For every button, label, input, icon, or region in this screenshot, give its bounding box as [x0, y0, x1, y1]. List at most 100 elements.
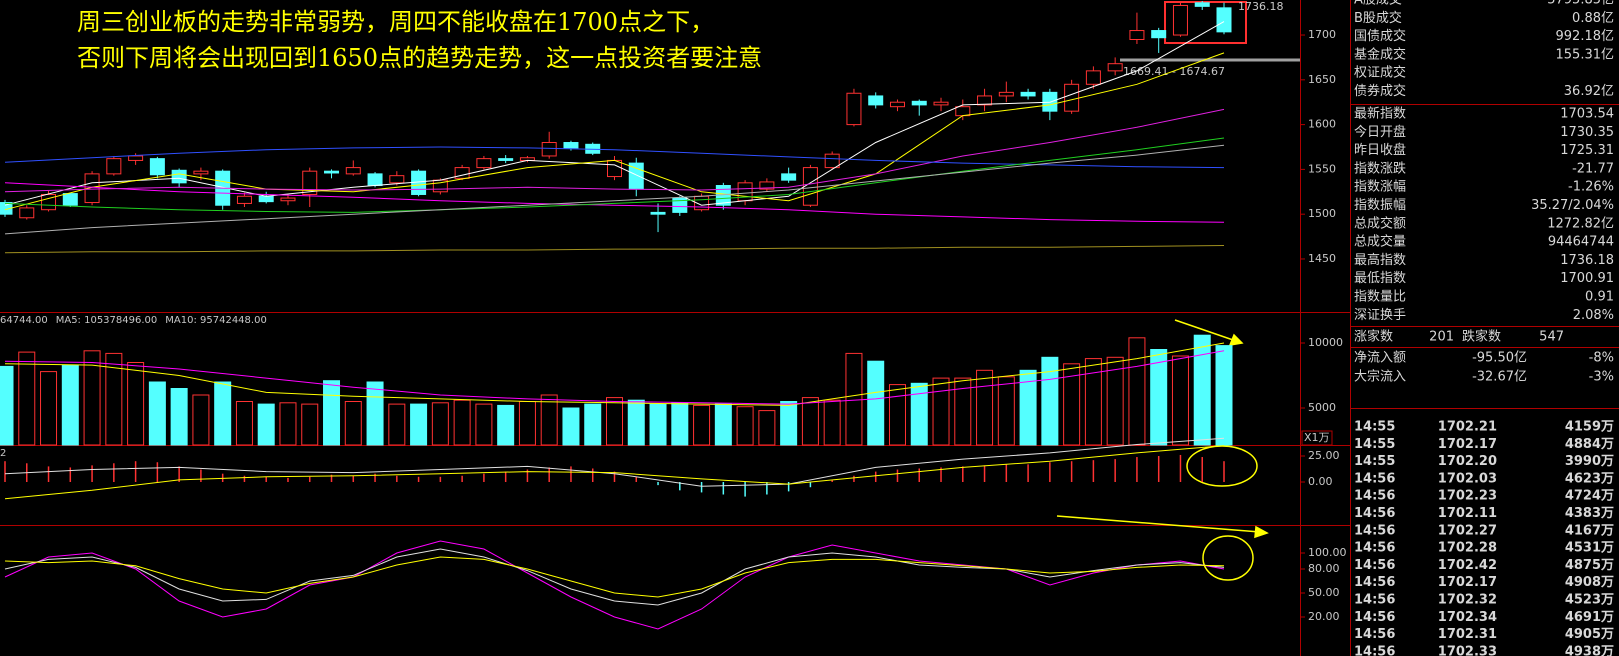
- volume-bar: [693, 404, 711, 446]
- line: [4, 21, 1225, 206]
- candle-body: [345, 167, 361, 175]
- candle-body: [236, 195, 252, 204]
- volume-bar: [1106, 356, 1124, 446]
- breadth-value: 201: [1429, 330, 1454, 345]
- volume-bar: [40, 371, 58, 446]
- candle-body: [541, 142, 557, 157]
- panel-label: 债券成交: [1354, 83, 1406, 99]
- tick-time: 14:55: [1354, 420, 1395, 435]
- volume-bar: [410, 403, 428, 446]
- candle-body: [563, 142, 579, 149]
- panel-value: 1272.82亿: [1547, 216, 1614, 231]
- candle-body: [128, 155, 144, 161]
- candle-body: [1107, 63, 1123, 72]
- tick-volume: 4531万: [1565, 541, 1614, 556]
- candle-body: [846, 92, 862, 126]
- y-tick-label: 10000: [1308, 336, 1343, 349]
- candle-body: [911, 100, 927, 106]
- flow-pct: -3%: [1589, 370, 1614, 385]
- tick-volume: 4908万: [1565, 575, 1614, 590]
- volume-bar: [214, 381, 232, 446]
- candle-body: [802, 167, 818, 206]
- volume-bar: [475, 403, 493, 446]
- volume-bar: [997, 376, 1015, 446]
- flow-value: -95.50亿: [1472, 351, 1527, 366]
- tick-volume: 4383万: [1565, 506, 1614, 521]
- tick-time: 14:56: [1354, 506, 1395, 521]
- volume-bar: [736, 406, 754, 446]
- candle-body: [324, 170, 340, 174]
- volume-bar: [148, 381, 166, 446]
- panel-value: 1736.18: [1560, 253, 1614, 268]
- candle-body: [280, 197, 296, 202]
- candle-body: [977, 95, 993, 106]
- candle-body: [1151, 30, 1167, 39]
- annotation: 周三创业板的走势非常弱势，周四不能收盘在1700点之下，: [77, 8, 714, 36]
- panel-value: 0.91: [1585, 290, 1614, 305]
- line: [4, 144, 1225, 235]
- volume-bar: [910, 382, 928, 446]
- tick-time: 14:56: [1354, 627, 1395, 642]
- line: [4, 182, 1225, 223]
- candle-body: [106, 158, 122, 175]
- y-tick-label: 1500: [1308, 207, 1336, 220]
- tick-price: 1702.11: [1438, 506, 1497, 521]
- candle-body: [1172, 4, 1188, 36]
- tick-time: 14:56: [1354, 523, 1395, 538]
- tick-time: 14:56: [1354, 644, 1395, 656]
- volume-bar: [867, 360, 885, 446]
- panel: 0.00 25.00 2: [0, 437, 1340, 500]
- panel-label: 指数振幅: [1354, 198, 1406, 213]
- candle-body: [672, 197, 688, 213]
- volume-bar: [584, 403, 602, 446]
- candle-body: [1020, 91, 1036, 97]
- range-label: 1669.41 - 1674.67: [1123, 65, 1225, 78]
- candle-body: [84, 173, 100, 204]
- panel-label: 最新指数: [1354, 106, 1406, 122]
- candle-body: [454, 167, 470, 179]
- volume-bar: [170, 388, 188, 446]
- panel-value: -21.77: [1572, 161, 1614, 176]
- candle-body: [302, 170, 318, 195]
- tick-time: 14:56: [1354, 593, 1395, 608]
- panel-label: 总成交额: [1354, 215, 1406, 231]
- panel-label: B股成交: [1354, 10, 1402, 26]
- panel-label: 今日开盘: [1354, 124, 1406, 140]
- legend-entry: 2: [0, 448, 6, 459]
- panel-label: 总成交量: [1354, 234, 1406, 250]
- panel-label: 昨日收盘: [1354, 142, 1406, 158]
- line: [4, 445, 1225, 500]
- tick-volume: 4938万: [1565, 644, 1614, 656]
- volume-bar: [540, 394, 558, 446]
- line: [4, 350, 1225, 405]
- annotation: 否则下周将会出现回到1650点的趋势走势，这一点投资者要注意: [77, 44, 762, 72]
- candle-body: [1129, 30, 1145, 41]
- volume-bar: [976, 369, 994, 446]
- y-tick-label: 1450: [1308, 252, 1336, 265]
- y-tick-label: 80.00: [1308, 562, 1340, 575]
- tick-price: 1702.28: [1438, 541, 1497, 556]
- panel-value: 0.88亿: [1572, 11, 1614, 26]
- tick-time: 14:56: [1354, 489, 1395, 504]
- volume-bar: [954, 377, 972, 446]
- unit-box: [1301, 430, 1333, 446]
- candle-body: [650, 211, 666, 215]
- volume-bar: [758, 410, 776, 446]
- volume-bar: [235, 401, 253, 446]
- tick-volume: 4691万: [1565, 610, 1614, 625]
- tick-price: 1702.17: [1438, 575, 1497, 590]
- volume-bar: [1215, 345, 1233, 446]
- volume-bar: [366, 381, 384, 446]
- tick-price: 1702.33: [1438, 644, 1497, 656]
- tick-price: 1702.21: [1438, 420, 1497, 435]
- line: [4, 245, 1225, 254]
- candle-body: [1085, 70, 1101, 85]
- y-tick-label: 1550: [1308, 162, 1336, 175]
- line: [4, 437, 1225, 487]
- panel-value: 1725.31: [1560, 143, 1614, 158]
- panel-value: -1.26%: [1568, 180, 1614, 195]
- tick-time: 14:56: [1354, 471, 1395, 486]
- volume-bar: [1063, 363, 1081, 446]
- panel-label: 指数涨跌: [1354, 160, 1406, 176]
